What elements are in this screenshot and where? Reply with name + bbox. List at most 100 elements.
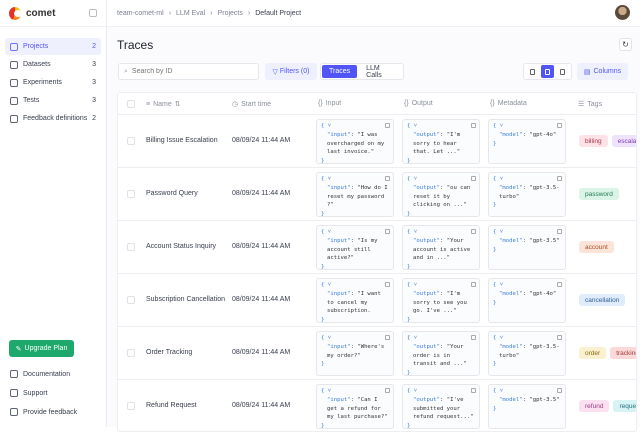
collapse-toggle-icon[interactable]: { ˅ (321, 282, 332, 288)
breadcrumb-projects[interactable]: Projects (217, 9, 243, 17)
copy-icon[interactable] (557, 388, 562, 393)
comet-logo[interactable]: comet (9, 7, 55, 20)
collapse-toggle-icon[interactable]: { ˅ (321, 229, 332, 235)
columns-button[interactable]: ▤ Columns (577, 63, 628, 80)
copy-icon[interactable] (471, 335, 476, 340)
metadata-cell[interactable]: { ˅ "model": "gpt-3.5"} (488, 384, 566, 429)
row-checkbox[interactable] (127, 296, 135, 304)
table-row[interactable]: Account Status Inquiry 08/09/24 11:44 AM… (118, 221, 636, 274)
input-cell[interactable]: { ˅ "input": "How do I reset my password … (316, 172, 394, 217)
breadcrumb-workspace-name[interactable]: LLM Eval (176, 9, 206, 17)
sidebar-item-projects[interactable]: Projects 2 (5, 38, 101, 55)
copy-icon[interactable] (557, 176, 562, 181)
collapse-toggle-icon[interactable]: { ˅ (493, 229, 504, 235)
copy-icon[interactable] (385, 123, 390, 128)
table-row[interactable]: Subscription Cancellation 08/09/24 11:44… (118, 274, 636, 327)
copy-icon[interactable] (471, 282, 476, 287)
table-row[interactable]: Order Tracking 08/09/24 11:44 AM { ˅ "inp… (118, 327, 636, 380)
output-cell[interactable]: { ˅ "output": "Your order is in transit a… (402, 331, 480, 376)
header-input[interactable]: {} Input (318, 100, 341, 107)
copy-icon[interactable] (557, 229, 562, 234)
copy-icon[interactable] (471, 123, 476, 128)
tab-llm-calls[interactable]: LLM Calls (366, 64, 382, 79)
copy-icon[interactable] (471, 176, 476, 181)
collapse-toggle-icon[interactable]: { ˅ (321, 388, 332, 394)
copy-icon[interactable] (557, 123, 562, 128)
header-tags[interactable]: ☰ Tags (578, 100, 602, 109)
output-cell[interactable]: { ˅ "output": "I'm sorry to see you go. I… (402, 278, 480, 323)
collapse-toggle-icon[interactable]: { ˅ (407, 176, 418, 182)
table-row[interactable]: Billing Issue Escalation 08/09/24 11:44 … (118, 115, 636, 168)
collapse-toggle-icon[interactable]: { ˅ (407, 388, 418, 394)
collapse-toggle-icon[interactable]: { ˅ (493, 176, 504, 182)
upgrade-plan-button[interactable]: ✎ Upgrade Plan (9, 340, 74, 357)
refresh-button[interactable]: ↻ (619, 38, 632, 51)
row-height-medium-button[interactable] (541, 65, 554, 78)
collapse-toggle-icon[interactable]: { ˅ (321, 123, 332, 129)
header-metadata[interactable]: {} Metadata (490, 100, 527, 107)
sidebar-item-datasets[interactable]: Datasets 3 (5, 56, 101, 73)
row-checkbox[interactable] (127, 349, 135, 357)
sort-icon[interactable]: ⇅ (174, 101, 181, 108)
input-cell[interactable]: { ˅ "input": "Can I get a refund for my l… (316, 384, 394, 429)
output-cell[interactable]: { ˅ "output": "I'm sorry to hear that. Le… (402, 119, 480, 164)
input-cell[interactable]: { ˅ "input": "I want to cancel my subscri… (316, 278, 394, 323)
copy-icon[interactable] (385, 388, 390, 393)
row-height-large-button[interactable] (556, 65, 569, 78)
copy-icon[interactable] (471, 229, 476, 234)
sidebar-item-feedback-definitions[interactable]: Feedback definitions 2 (5, 110, 101, 127)
input-cell[interactable]: { ˅ "input": "Where's my order?"} (316, 331, 394, 376)
metadata-cell[interactable]: { ˅ "model": "gpt-4o"} (488, 278, 566, 323)
output-cell[interactable]: { ˅ "output": "I've submitted your refund… (402, 384, 480, 429)
breadcrumb-workspace[interactable]: team-comet-ml (117, 9, 164, 17)
collapse-toggle-icon[interactable]: { ˅ (407, 123, 418, 129)
row-checkbox[interactable] (127, 190, 135, 198)
metadata-cell[interactable]: { ˅ "model": "gpt-3.5"} (488, 225, 566, 270)
output-cell[interactable]: { ˅ "output": "ou can reset it by clickin… (402, 172, 480, 217)
table-row[interactable]: Refund Request 08/09/24 11:44 AM { ˅ "inp… (118, 380, 636, 431)
header-name[interactable]: ≡ Name ⇅ (146, 100, 181, 109)
header-output[interactable]: {} Output (404, 100, 433, 107)
filters-button[interactable]: ▽ Filters (0) (265, 63, 317, 80)
collapse-toggle-icon[interactable]: { ˅ (493, 335, 504, 341)
metadata-cell[interactable]: { ˅ "model": "gpt-3.5-turbo"} (488, 331, 566, 376)
copy-icon[interactable] (385, 229, 390, 234)
collapse-toggle-icon[interactable]: { ˅ (321, 176, 332, 182)
copy-icon[interactable] (557, 335, 562, 340)
collapse-toggle-icon[interactable]: { ˅ (493, 282, 504, 288)
copy-icon[interactable] (385, 176, 390, 181)
copy-icon[interactable] (385, 335, 390, 340)
copy-icon[interactable] (385, 282, 390, 287)
collapse-toggle-icon[interactable]: { ˅ (407, 229, 418, 235)
collapse-toggle-icon[interactable]: { ˅ (321, 335, 332, 341)
search-field[interactable]: ⌕ (118, 63, 259, 80)
output-cell[interactable]: { ˅ "output": "Your account is active and… (402, 225, 480, 270)
sidebar-link-provide-feedback[interactable]: Provide feedback (10, 403, 77, 421)
copy-icon[interactable] (471, 388, 476, 393)
input-cell[interactable]: { ˅ "input": "I was overcharged on my las… (316, 119, 394, 164)
input-cell[interactable]: { ˅ "input": "Is my account still active?… (316, 225, 394, 270)
sidebar-item-tests[interactable]: Tests 3 (5, 92, 101, 109)
collapse-toggle-icon[interactable]: { ˅ (493, 388, 504, 394)
row-checkbox[interactable] (127, 243, 135, 251)
row-checkbox[interactable] (127, 137, 135, 145)
row-height-small-button[interactable] (526, 65, 539, 78)
copy-icon[interactable] (557, 282, 562, 287)
collapse-toggle-icon[interactable]: { ˅ (407, 282, 418, 288)
collapse-toggle-icon[interactable]: { ˅ (407, 335, 418, 341)
avatar[interactable] (615, 5, 630, 20)
tag-badge: password (579, 188, 619, 200)
select-all-checkbox[interactable] (127, 100, 135, 108)
sidebar-link-support[interactable]: Support (10, 384, 77, 402)
sidebar-link-documentation[interactable]: Documentation (10, 365, 77, 383)
tab-traces[interactable]: Traces (322, 65, 358, 78)
table-row[interactable]: Password Query 08/09/24 11:44 AM { ˅ "inp… (118, 168, 636, 221)
collapse-toggle-icon[interactable]: { ˅ (493, 123, 504, 129)
metadata-cell[interactable]: { ˅ "model": "gpt-4o"} (488, 119, 566, 164)
sidebar-item-experiments[interactable]: Experiments 3 (5, 74, 101, 91)
search-input[interactable] (131, 68, 242, 75)
row-checkbox[interactable] (127, 402, 135, 410)
collapse-sidebar-icon[interactable] (89, 9, 97, 17)
header-start-time[interactable]: ◷ Start time (232, 100, 271, 109)
metadata-cell[interactable]: { ˅ "model": "gpt-3.5-turbo"} (488, 172, 566, 217)
